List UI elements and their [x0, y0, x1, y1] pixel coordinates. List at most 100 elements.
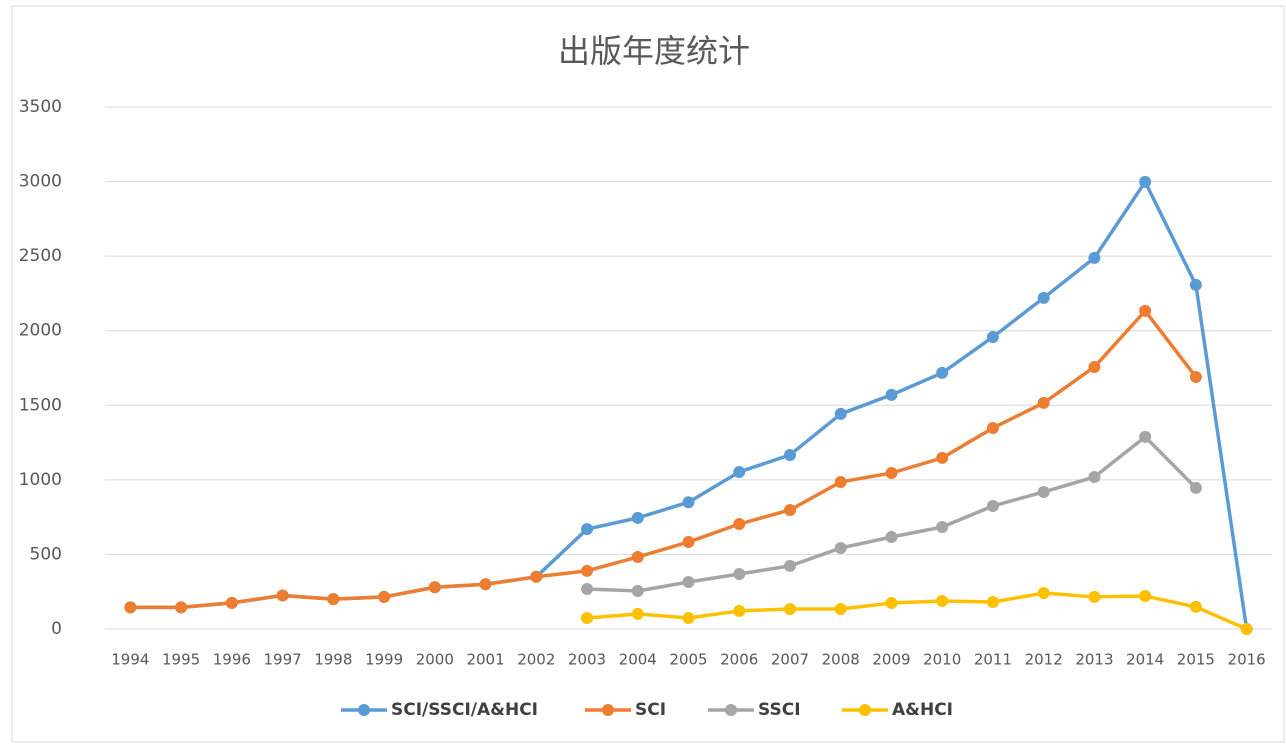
data-point	[1139, 304, 1152, 317]
x-tick-label: 2016	[1228, 651, 1266, 669]
data-point	[1037, 587, 1050, 600]
data-point	[834, 475, 847, 488]
series-line	[586, 591, 1248, 631]
chart-title: 出版年度统计	[558, 32, 750, 70]
data-point	[479, 578, 492, 591]
x-tick-label: 2001	[466, 651, 504, 669]
legend-marker	[602, 704, 614, 716]
y-tick-label: 0	[51, 619, 62, 639]
data-point	[936, 594, 949, 607]
legend-marker	[725, 704, 737, 716]
x-tick-label: 2013	[1075, 651, 1113, 669]
x-tick-label: 2005	[669, 651, 707, 669]
data-point	[1088, 590, 1101, 603]
legend-label: SCI	[635, 700, 666, 720]
x-tick-label: 2011	[974, 651, 1012, 669]
data-point	[225, 596, 238, 609]
x-tick-label: 2012	[1025, 651, 1063, 669]
data-point	[783, 503, 796, 516]
data-point	[733, 567, 746, 580]
data-point	[682, 496, 695, 509]
data-point	[936, 366, 949, 379]
data-point	[1139, 590, 1152, 603]
y-tick-label: 2500	[19, 246, 62, 266]
data-point	[631, 550, 644, 563]
x-tick-label: 2008	[822, 651, 860, 669]
legend-label: SCI/SSCI/A&HCI	[391, 700, 538, 720]
x-tick-label: 1996	[213, 651, 251, 669]
y-tick-label: 1500	[19, 395, 62, 415]
data-point	[834, 542, 847, 555]
data-point	[631, 584, 644, 597]
data-point	[733, 604, 746, 617]
data-point	[581, 523, 594, 536]
data-point	[1037, 291, 1050, 304]
data-point	[1240, 623, 1253, 635]
data-point	[530, 570, 543, 583]
x-tick-label: 2004	[619, 651, 657, 669]
legend-label: SSCI	[758, 700, 801, 720]
data-point	[1139, 430, 1152, 443]
y-tick-label: 1000	[19, 470, 62, 490]
x-tick-label: 2000	[416, 651, 454, 669]
data-point	[885, 466, 898, 479]
y-tick-label: 500	[30, 544, 62, 564]
legend-label: A&HCI	[892, 700, 953, 720]
data-point	[885, 388, 898, 401]
data-point	[581, 611, 594, 624]
data-point	[378, 590, 391, 603]
data-point	[1088, 251, 1101, 264]
data-point	[936, 451, 949, 464]
data-point	[682, 576, 695, 589]
data-point	[885, 530, 898, 543]
data-point	[783, 448, 796, 461]
data-point	[327, 593, 340, 606]
series-line	[130, 309, 1198, 610]
data-point	[986, 421, 999, 434]
x-tick-label: 2015	[1177, 651, 1215, 669]
y-tick-label: 3500	[19, 97, 62, 117]
x-tick-label: 2009	[872, 651, 910, 669]
data-point	[733, 465, 746, 478]
data-point	[1088, 360, 1101, 373]
x-tick-label: 2002	[517, 651, 555, 669]
x-tick-label: 2006	[720, 651, 758, 669]
data-point	[1037, 396, 1050, 409]
data-point	[733, 518, 746, 531]
data-point	[1088, 471, 1101, 484]
x-tick-label: 1994	[111, 651, 149, 669]
legend-marker	[358, 704, 370, 716]
data-point	[986, 330, 999, 343]
data-point	[1139, 175, 1152, 188]
data-point	[783, 603, 796, 616]
data-point	[834, 407, 847, 420]
x-tick-label: 1997	[263, 651, 301, 669]
data-point	[783, 559, 796, 572]
data-point	[428, 581, 441, 594]
data-point	[834, 603, 847, 616]
data-point	[175, 601, 188, 614]
data-point	[631, 511, 644, 524]
x-tick-label: 1999	[365, 651, 403, 669]
x-tick-label: 1998	[314, 651, 352, 669]
data-point	[1189, 600, 1202, 613]
legend-marker	[859, 704, 871, 716]
y-tick-label: 3000	[19, 172, 62, 192]
data-point	[682, 536, 695, 549]
y-tick-label: 2000	[19, 321, 62, 341]
data-point	[936, 520, 949, 533]
data-point	[682, 611, 695, 624]
data-point	[1037, 485, 1050, 498]
data-point	[1189, 370, 1202, 383]
data-point	[581, 564, 594, 577]
data-point	[986, 499, 999, 512]
data-point	[885, 597, 898, 610]
data-point	[986, 596, 999, 609]
data-point	[631, 607, 644, 620]
x-tick-label: 1995	[162, 651, 200, 669]
x-tick-label: 2003	[568, 651, 606, 669]
x-tick-label: 2014	[1126, 651, 1164, 669]
data-point	[276, 589, 289, 602]
data-point	[1189, 481, 1202, 494]
